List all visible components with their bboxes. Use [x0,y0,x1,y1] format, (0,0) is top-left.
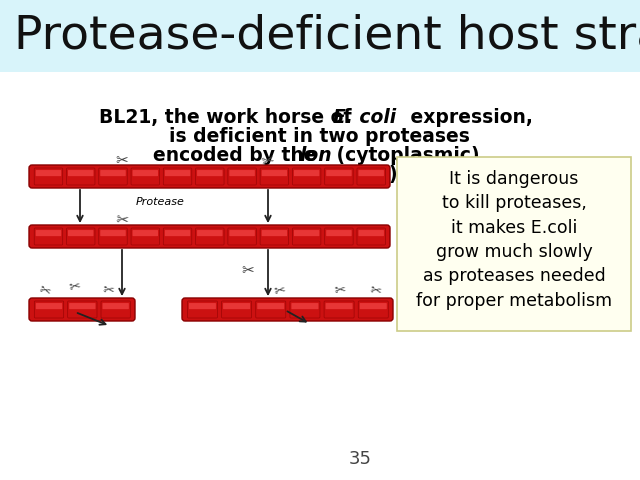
FancyBboxPatch shape [100,170,125,176]
FancyBboxPatch shape [196,168,224,185]
FancyBboxPatch shape [101,301,131,318]
Text: ✂: ✂ [68,279,82,295]
FancyBboxPatch shape [292,228,321,245]
FancyBboxPatch shape [165,170,190,176]
FancyBboxPatch shape [324,168,353,185]
FancyBboxPatch shape [324,301,354,318]
FancyBboxPatch shape [36,303,62,309]
FancyBboxPatch shape [262,170,287,176]
FancyBboxPatch shape [260,168,289,185]
FancyBboxPatch shape [189,303,216,309]
FancyBboxPatch shape [228,228,257,245]
Text: expression,: expression, [404,108,533,127]
FancyBboxPatch shape [131,168,159,185]
Text: ✂: ✂ [242,264,254,278]
FancyBboxPatch shape [29,225,390,248]
FancyBboxPatch shape [99,168,127,185]
Text: Protease-deficient host strains: Protease-deficient host strains [14,13,640,59]
Text: E. coli: E. coli [333,108,396,127]
Text: ✂: ✂ [115,212,129,228]
Text: BL21, the work horse of: BL21, the work horse of [99,108,358,127]
FancyBboxPatch shape [358,170,384,176]
FancyBboxPatch shape [223,303,250,309]
FancyBboxPatch shape [326,303,353,309]
FancyBboxPatch shape [291,303,319,309]
Text: ✂: ✂ [102,284,115,299]
Text: and: and [168,165,214,184]
Text: ✂: ✂ [37,282,53,300]
Text: (cytoplasmic): (cytoplasmic) [330,146,480,165]
Text: T (periplasmic) genes.: T (periplasmic) genes. [237,165,474,184]
FancyBboxPatch shape [36,230,61,236]
FancyBboxPatch shape [358,230,384,236]
FancyBboxPatch shape [260,228,289,245]
FancyBboxPatch shape [68,170,93,176]
Text: It is dangerous
to kill proteases,
it makes E.coli
grow much slowly
as proteases: It is dangerous to kill proteases, it ma… [416,170,612,310]
FancyBboxPatch shape [326,230,351,236]
FancyBboxPatch shape [397,157,631,331]
FancyBboxPatch shape [294,170,319,176]
FancyBboxPatch shape [100,230,125,236]
Text: 35: 35 [349,450,371,468]
Text: ✂: ✂ [333,284,346,299]
FancyBboxPatch shape [34,168,63,185]
Text: lon: lon [300,146,332,165]
FancyBboxPatch shape [228,168,257,185]
FancyBboxPatch shape [294,230,319,236]
FancyBboxPatch shape [197,170,223,176]
FancyBboxPatch shape [229,230,255,236]
FancyBboxPatch shape [188,301,218,318]
FancyBboxPatch shape [324,228,353,245]
FancyBboxPatch shape [290,301,320,318]
FancyBboxPatch shape [221,301,252,318]
FancyBboxPatch shape [99,228,127,245]
Text: ✂: ✂ [273,283,287,299]
Text: omp: omp [207,165,253,184]
FancyBboxPatch shape [102,303,129,309]
Text: is deficient in two proteases: is deficient in two proteases [168,127,470,146]
FancyBboxPatch shape [67,168,95,185]
Text: ✂: ✂ [116,154,129,168]
FancyBboxPatch shape [68,301,97,318]
FancyBboxPatch shape [292,168,321,185]
FancyBboxPatch shape [29,165,390,188]
Text: encoded by the: encoded by the [153,146,323,165]
FancyBboxPatch shape [132,170,158,176]
FancyBboxPatch shape [357,228,385,245]
FancyBboxPatch shape [132,230,158,236]
FancyBboxPatch shape [360,303,387,309]
Text: ✂: ✂ [368,283,382,299]
FancyBboxPatch shape [69,303,95,309]
FancyBboxPatch shape [34,228,63,245]
FancyBboxPatch shape [358,301,388,318]
FancyBboxPatch shape [357,168,385,185]
FancyBboxPatch shape [67,228,95,245]
FancyBboxPatch shape [182,298,393,321]
FancyBboxPatch shape [163,228,192,245]
FancyBboxPatch shape [29,298,135,321]
FancyBboxPatch shape [163,168,192,185]
FancyBboxPatch shape [229,170,255,176]
FancyBboxPatch shape [165,230,190,236]
FancyBboxPatch shape [0,0,640,72]
FancyBboxPatch shape [257,303,284,309]
FancyBboxPatch shape [262,230,287,236]
Text: ✂: ✂ [260,152,276,170]
FancyBboxPatch shape [256,301,286,318]
FancyBboxPatch shape [197,230,223,236]
Text: Protease: Protease [136,197,184,207]
FancyBboxPatch shape [326,170,351,176]
FancyBboxPatch shape [196,228,224,245]
FancyBboxPatch shape [36,170,61,176]
FancyBboxPatch shape [131,228,159,245]
FancyBboxPatch shape [68,230,93,236]
FancyBboxPatch shape [35,301,63,318]
